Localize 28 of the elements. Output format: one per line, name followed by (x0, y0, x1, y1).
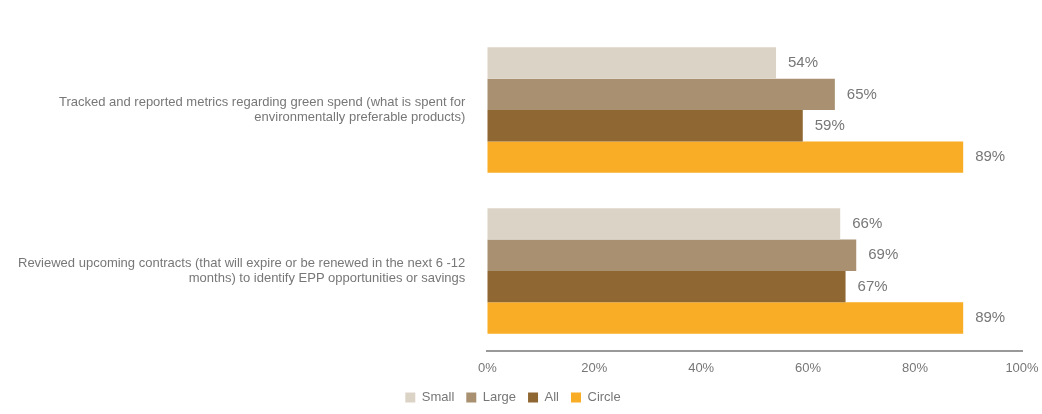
legend-label: All (544, 389, 560, 405)
bar (487, 110, 803, 142)
legend-label: Circle (587, 389, 621, 405)
data-label: 66% (852, 214, 883, 232)
data-label: 89% (975, 308, 1006, 326)
data-label: 67% (857, 276, 888, 294)
legend-label: Large (482, 389, 517, 405)
bar (487, 302, 964, 334)
y-tick-label: Reviewed upcoming contracts (that will expire or be renewed in the next 6 -12 months) to identify EPP opportunities or savings (17, 254, 466, 286)
x-tick-label: 0% (477, 359, 498, 375)
data-label: 89% (975, 147, 1006, 165)
bar (487, 141, 964, 173)
legend-label: Small (421, 389, 455, 405)
data-label: 69% (868, 245, 899, 263)
x-tick-label: 20% (581, 359, 608, 375)
bar (487, 270, 846, 303)
data-label: 54% (788, 53, 819, 71)
x-tick-label: 80% (902, 359, 929, 375)
data-label: 65% (846, 84, 877, 102)
x-tick-label: 40% (688, 359, 715, 375)
bar (487, 47, 777, 79)
data-label: 59% (814, 115, 845, 133)
x-tick-label: 60% (795, 359, 822, 375)
y-tick-label: Tracked and reported metrics regarding green spend (what is spent for environmentally preferable products) (58, 93, 466, 125)
bar (487, 239, 857, 271)
x-tick-label: 100% (1005, 359, 1040, 375)
bar (487, 78, 835, 111)
bar (487, 208, 841, 240)
